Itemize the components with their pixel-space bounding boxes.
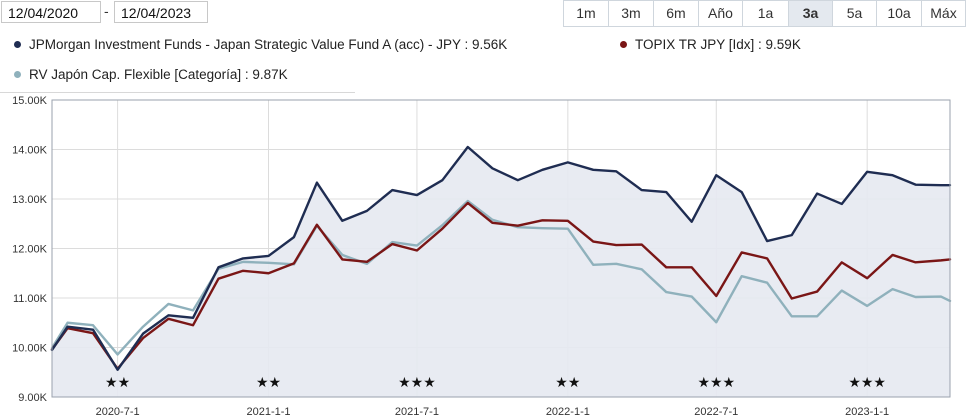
y-tick-label: 12.00K xyxy=(12,244,48,256)
range-selector: 1m 3m 6m Año 1a 3a 5a 10a Máx xyxy=(563,0,966,27)
legend-item-jpmorgan[interactable]: JPMorgan Investment Funds - Japan Strate… xyxy=(14,37,507,52)
chart-legend: JPMorgan Investment Funds - Japan Strate… xyxy=(0,30,970,93)
series-dot-icon xyxy=(14,41,21,48)
y-tick-label: 13.00K xyxy=(12,194,48,206)
legend-label: TOPIX TR JPY [Idx] : 9.59K xyxy=(635,37,801,52)
x-tick-label: 2022-1-1 xyxy=(546,406,590,418)
range-button-1a[interactable]: 1a xyxy=(742,1,788,26)
toolbar: 12/04/2020 - 12/04/2023 1m 3m 6m Año 1a 3a 5a 1… xyxy=(0,0,970,27)
series-dot-icon xyxy=(14,71,21,78)
x-tick-label: 2021-1-1 xyxy=(246,406,290,418)
plot-border xyxy=(51,99,951,398)
date-separator: - xyxy=(104,3,109,19)
line-chart: 9.00K 10.00K 11.00K 12.00K 13.00K 14.00K 15.00… xyxy=(12,95,952,418)
series-line-1 xyxy=(50,201,952,370)
x-tick-label: 2023-1-1 xyxy=(845,406,889,418)
range-button-10a[interactable]: 10a xyxy=(876,1,921,26)
rating-stars: ★★ xyxy=(256,375,281,391)
end-date-input[interactable]: 12/04/2023 xyxy=(114,1,208,23)
legend-divider xyxy=(0,92,355,93)
y-tick-label: 9.00K xyxy=(18,392,47,404)
range-button-6m[interactable]: 6m xyxy=(653,1,698,26)
range-button-máx[interactable]: Máx xyxy=(921,1,965,26)
y-tick-label: 14.00K xyxy=(12,145,48,157)
range-button-1m[interactable]: 1m xyxy=(564,1,608,26)
range-button-5a[interactable]: 5a xyxy=(832,1,876,26)
x-tick-label: 2022-7-1 xyxy=(694,406,738,418)
legend-label: JPMorgan Investment Funds - Japan Strate… xyxy=(29,37,508,52)
series-dot-icon xyxy=(620,41,627,48)
rating-stars: ★★ xyxy=(555,375,580,391)
range-button-3m[interactable]: 3m xyxy=(608,1,653,26)
legend-item-topix[interactable]: TOPIX TR JPY [Idx] : 9.59K xyxy=(620,37,801,52)
rating-stars: ★★★ xyxy=(848,375,886,391)
rating-stars: ★★★ xyxy=(398,375,436,391)
y-tick-label: 10.00K xyxy=(12,343,48,355)
rating-stars: ★★ xyxy=(105,375,130,391)
start-date-input[interactable]: 12/04/2020 xyxy=(1,1,101,23)
x-tick-label: 2021-7-1 xyxy=(395,406,439,418)
y-tick-label: 11.00K xyxy=(13,293,48,305)
range-button-3a[interactable]: 3a xyxy=(788,1,832,26)
series-line-0 xyxy=(50,145,952,371)
legend-item-category[interactable]: RV Japón Cap. Flexible [Categoría] : 9.8… xyxy=(14,67,288,82)
legend-label: RV Japón Cap. Flexible [Categoría] : 9.8… xyxy=(29,67,288,82)
y-tick-label: 15.00K xyxy=(12,95,48,107)
rating-stars: ★★★ xyxy=(697,375,735,391)
range-button-año[interactable]: Año xyxy=(698,1,742,26)
series-area-0 xyxy=(52,147,950,397)
x-tick-label: 2020-7-1 xyxy=(96,406,140,418)
